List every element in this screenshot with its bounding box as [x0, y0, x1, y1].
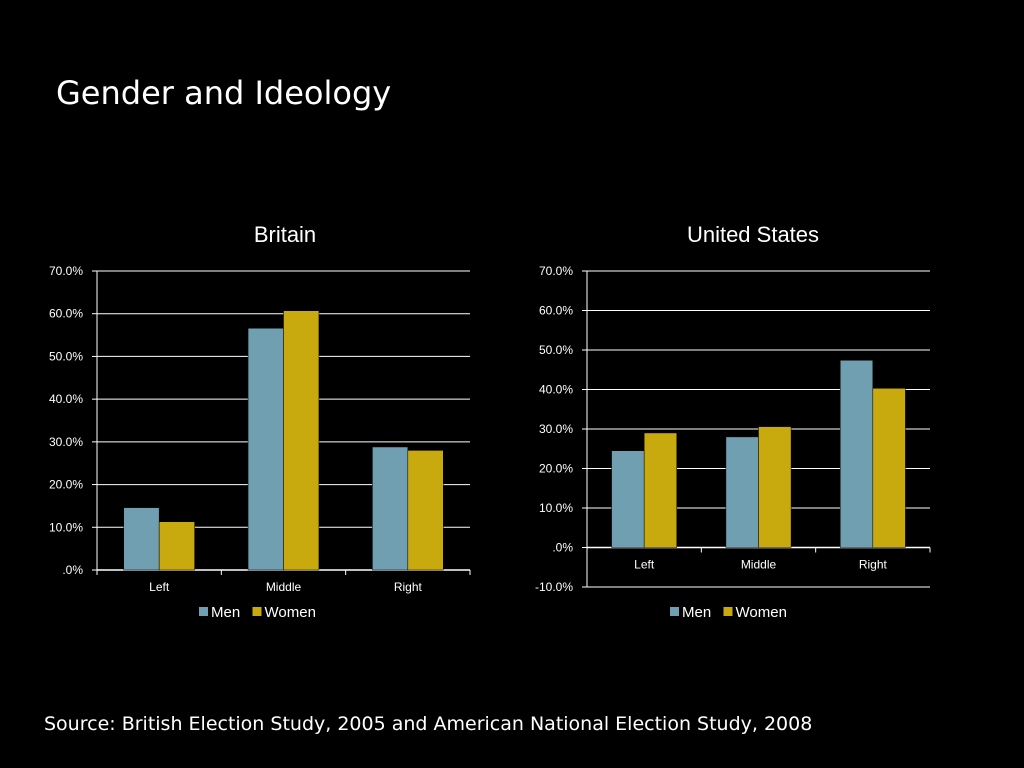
y-tick-label: 50.0% [539, 343, 573, 357]
bar-men-middle [725, 436, 759, 548]
y-tick-label: 10.0% [49, 520, 83, 534]
legend-label: Women [736, 604, 787, 621]
y-tick-label: 20.0% [49, 478, 83, 492]
bar-men-right [839, 360, 874, 548]
y-tick-label: 60.0% [49, 307, 83, 321]
category-label: Left [149, 580, 170, 594]
legend-label: Men [682, 604, 711, 621]
legend-swatch [670, 607, 679, 616]
y-tick-label: 60.0% [539, 304, 573, 318]
bar-women-middle [758, 426, 792, 548]
slide-title: Gender and Ideology [56, 74, 392, 112]
y-tick-label: 70.0% [49, 264, 83, 278]
y-tick-label: .0% [62, 563, 83, 577]
y-tick-label: 40.0% [49, 392, 83, 406]
legend-swatch [252, 607, 262, 616]
legend-label: Women [265, 604, 316, 621]
y-tick-label: 30.0% [49, 435, 83, 449]
y-tick-label: 70.0% [539, 264, 573, 278]
y-tick-label: -10.0% [535, 580, 573, 594]
bar-women-right [407, 450, 444, 571]
chart-title: United States [687, 222, 819, 247]
bar-women-right [872, 388, 906, 548]
chart-united-states: United States -10.0% .0% 10.0% 20.0% 30.0% 40.… [535, 222, 931, 621]
legend-swatch [723, 607, 733, 616]
legend-swatch [199, 607, 208, 616]
y-tick-label: 50.0% [49, 349, 83, 363]
category-label: Middle [266, 580, 302, 594]
y-tick-label: 40.0% [539, 383, 573, 397]
category-label: Right [859, 558, 888, 572]
chart-britain: Britain .0% 10.0% 20.0% 30.0% 40.0% 50.0% 60.0%… [49, 222, 471, 621]
category-label: Right [394, 580, 423, 594]
legend-label: Men [211, 604, 240, 621]
category-label: Middle [741, 558, 777, 572]
bar-men-left [611, 450, 645, 548]
chart-title: Britain [254, 222, 316, 247]
y-tick-label: 20.0% [539, 462, 573, 476]
source-note: Source: British Election Study, 2005 and… [44, 713, 813, 735]
y-tick-label: 10.0% [539, 501, 573, 515]
category-label: Left [634, 558, 655, 572]
bar-women-left [643, 432, 678, 548]
bar-men-left [123, 507, 160, 571]
bar-men-right [372, 446, 409, 571]
bar-women-middle [283, 310, 320, 571]
bar-women-left [158, 521, 195, 571]
y-tick-label: 30.0% [539, 422, 573, 436]
y-tick-label: .0% [552, 541, 573, 555]
bar-men-middle [247, 327, 284, 571]
